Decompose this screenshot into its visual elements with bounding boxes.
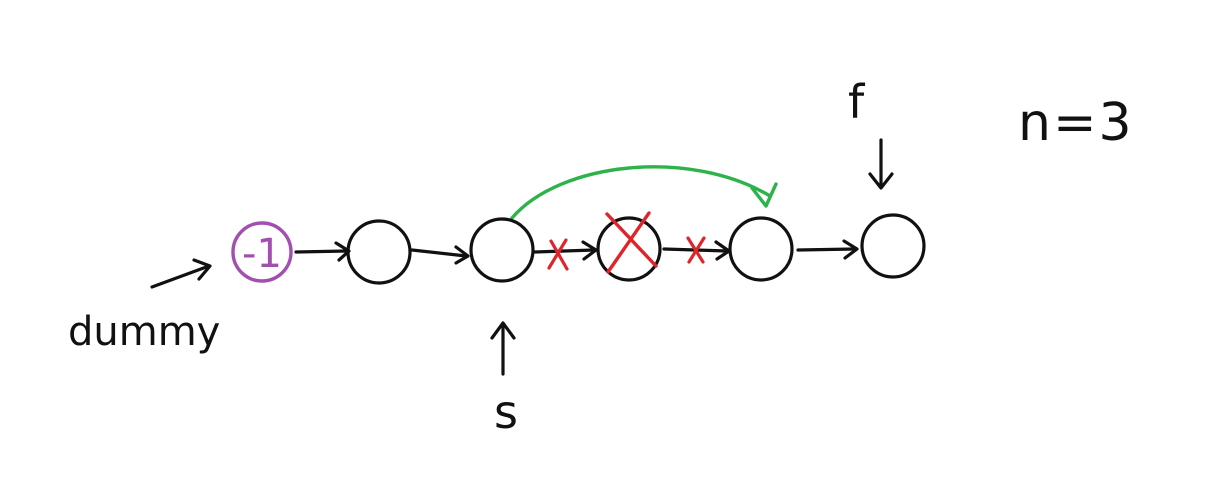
dummy-label: dummy bbox=[68, 309, 220, 355]
fast-pointer-arrow bbox=[868, 138, 894, 190]
slow-pointer-label: s bbox=[494, 385, 518, 439]
list-node-1 bbox=[346, 219, 412, 285]
dummy-node-value: -1 bbox=[242, 231, 282, 277]
dummy-pointer-arrow bbox=[150, 258, 212, 289]
slow-pointer-arrow bbox=[490, 321, 516, 376]
list-node-4 bbox=[728, 216, 794, 282]
cut-mark-icon bbox=[686, 236, 706, 264]
fast-pointer-label: f bbox=[848, 75, 866, 129]
edge-2-3-cut bbox=[533, 238, 598, 271]
relink-arrow bbox=[510, 165, 778, 220]
edge-3-4-cut bbox=[662, 236, 731, 264]
list-node-5 bbox=[860, 213, 926, 279]
n-value-label: n=3 bbox=[1018, 93, 1134, 153]
edge-4-5 bbox=[796, 239, 859, 260]
list-node-2 bbox=[469, 217, 535, 283]
removed-cross-icon bbox=[605, 211, 658, 274]
removed-node bbox=[596, 211, 662, 282]
dummy-node: -1 bbox=[231, 221, 293, 283]
edge-1-2 bbox=[410, 245, 470, 265]
edge-0-1 bbox=[294, 241, 351, 262]
cut-mark-icon bbox=[547, 238, 569, 271]
